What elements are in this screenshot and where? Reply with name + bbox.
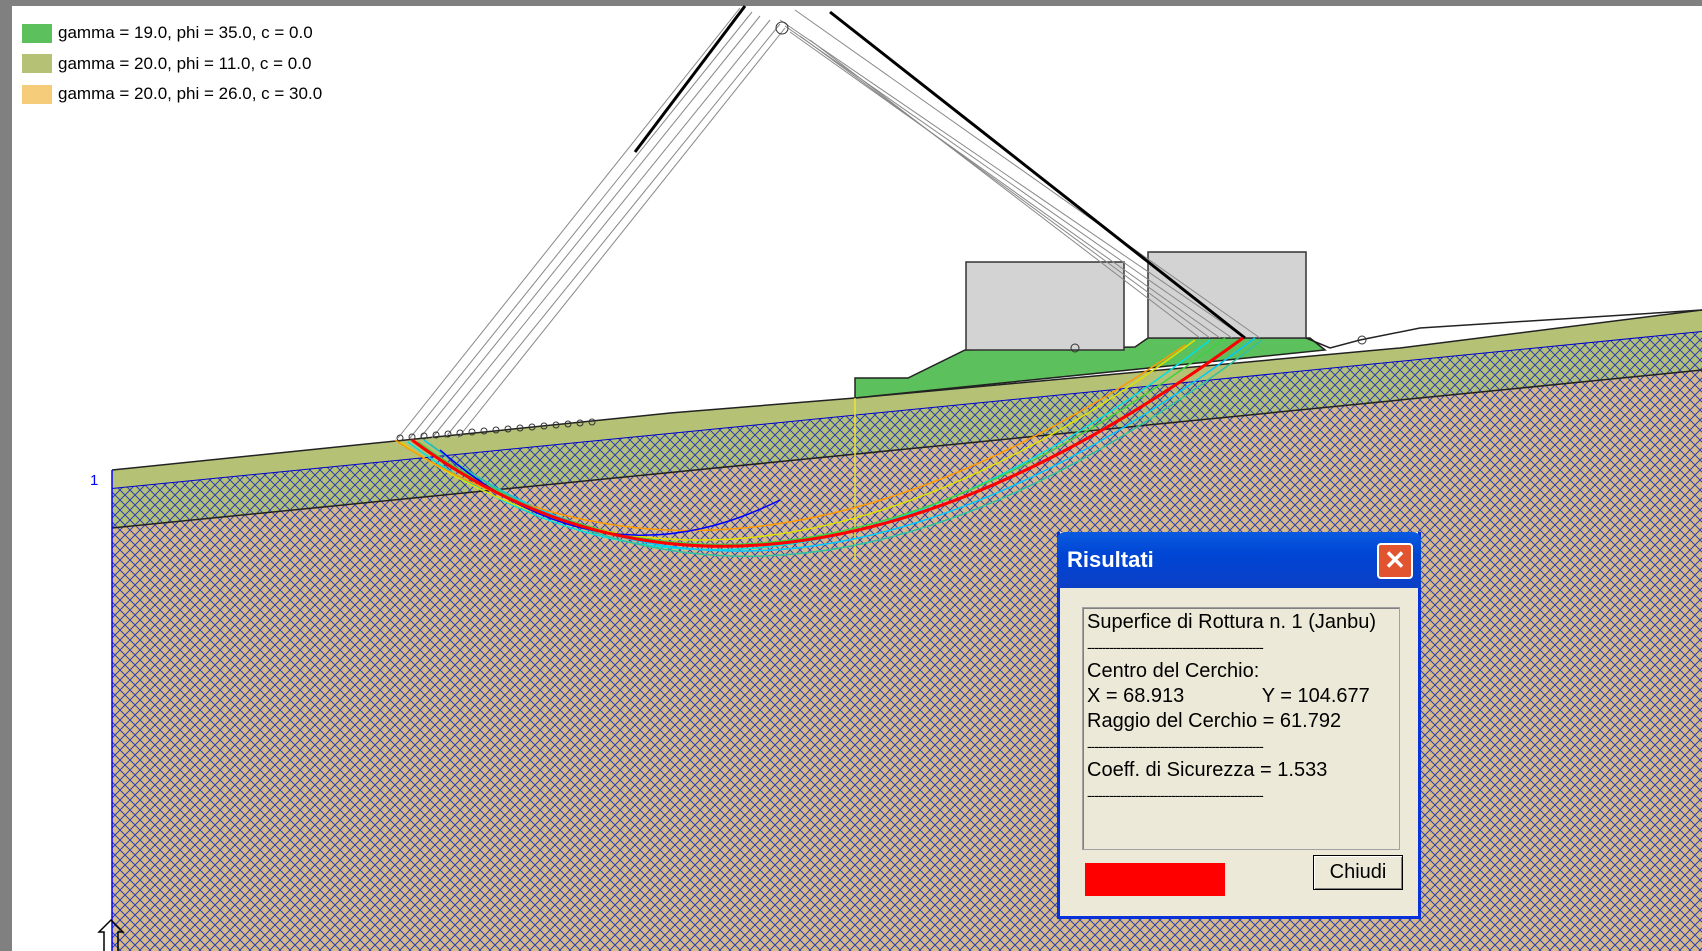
results-text-area[interactable]: Superfice di Rottura n. 1 (Janbu) ------…: [1082, 607, 1400, 850]
legend-item: gamma = 19.0, phi = 35.0, c = 0.0: [22, 18, 322, 49]
dialog-title: Risultati: [1067, 547, 1154, 572]
legend: gamma = 19.0, phi = 35.0, c = 0.0 gamma …: [22, 18, 322, 110]
safety-factor-line: Coeff. di Sicurezza = 1.533: [1087, 759, 1328, 781]
legend-label: gamma = 20.0, phi = 26.0, c = 30.0: [58, 84, 323, 104]
critical-slip-surface: [411, 336, 1244, 548]
radius-line: Raggio del Cerchio = 61.792: [1087, 710, 1342, 732]
building-left: [965, 261, 1125, 351]
surface-line: Superfice di Rottura n. 1 (Janbu): [1087, 611, 1377, 633]
results-dialog: Risultati ✕ Superfice di Rottura n. 1 (J…: [1057, 532, 1421, 919]
legend-item: gamma = 20.0, phi = 11.0, c = 0.0: [22, 49, 322, 80]
separator: ----------------------------------------…: [1087, 639, 1264, 655]
legend-swatch: [22, 23, 52, 43]
separator: ----------------------------------------…: [1087, 738, 1264, 754]
soil-layer-top: [112, 310, 1702, 488]
legend-swatch: [22, 54, 52, 74]
embankment-fill: [854, 337, 1327, 399]
close-icon[interactable]: ✕: [1377, 543, 1413, 579]
legend-item: gamma = 20.0, phi = 26.0, c = 30.0: [22, 79, 322, 110]
boundary-marker-label: 1: [90, 472, 99, 489]
surface-color-indicator: [1085, 863, 1225, 896]
legend-label: gamma = 20.0, phi = 11.0, c = 0.0: [58, 53, 312, 73]
center-values: X = 68.913 Y = 104.677: [1087, 685, 1370, 707]
dialog-titlebar[interactable]: Risultati ✕: [1057, 532, 1421, 588]
legend-label: gamma = 19.0, phi = 35.0, c = 0.0: [58, 23, 313, 43]
center-title: Centro del Cerchio:: [1087, 660, 1260, 682]
legend-swatch: [22, 84, 52, 104]
separator: ----------------------------------------…: [1087, 787, 1264, 803]
close-button[interactable]: Chiudi: [1313, 855, 1403, 890]
